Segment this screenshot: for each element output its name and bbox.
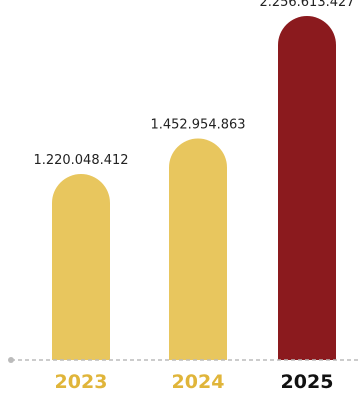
bar-2024 xyxy=(169,138,227,360)
bars-group xyxy=(52,16,336,360)
value-label-2025: 2.256.613.427 xyxy=(259,0,354,10)
value-label-2023: 1.220.048.412 xyxy=(33,153,128,168)
category-labels-group: 2023 2024 2025 xyxy=(55,371,334,393)
category-label-2023: 2023 xyxy=(55,371,108,393)
baseline-group xyxy=(8,357,360,363)
value-labels-group: 1.220.048.412 1.452.954.863 2.256.613.427 xyxy=(33,0,354,168)
category-label-2025: 2025 xyxy=(281,371,334,393)
baseline-start-dot xyxy=(8,357,14,363)
bar-2023 xyxy=(52,174,110,360)
bar-2025 xyxy=(278,16,336,360)
value-label-2024: 1.452.954.863 xyxy=(150,118,245,133)
category-label-2024: 2024 xyxy=(172,371,225,393)
